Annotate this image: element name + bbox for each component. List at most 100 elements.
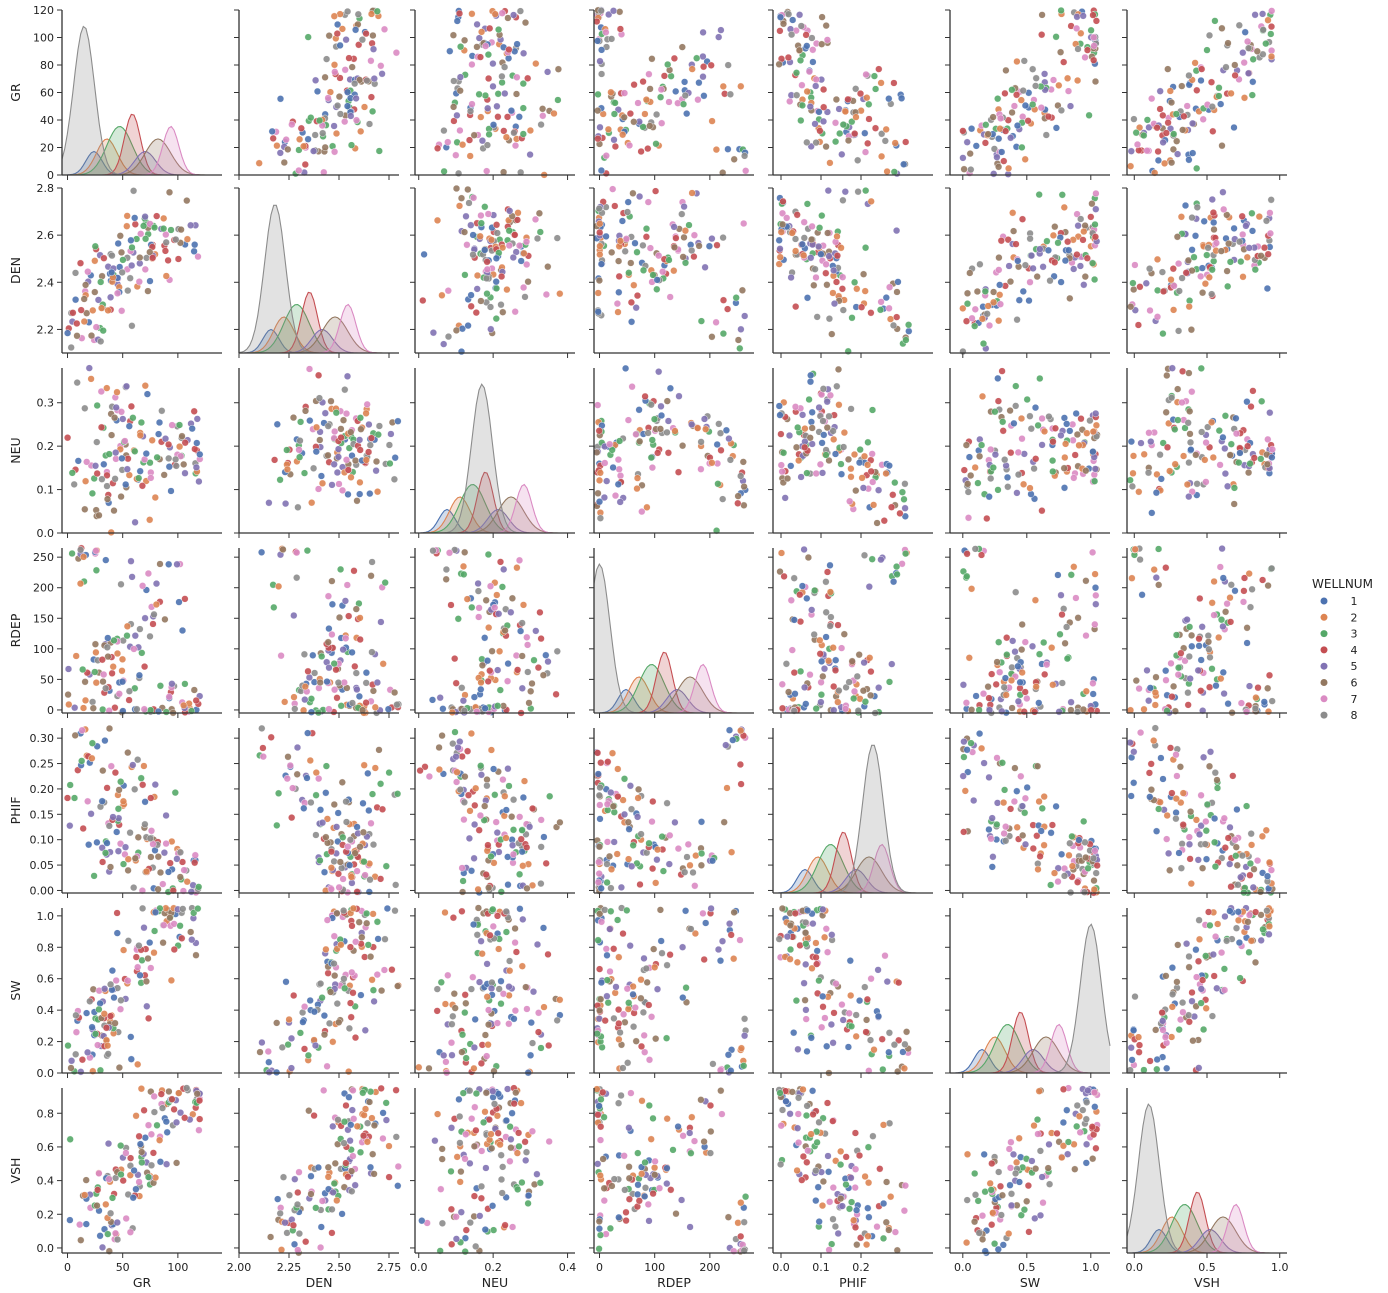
scatter-point-PHIF-VSH (1159, 775, 1167, 783)
scatter-point-SW-GR (139, 904, 147, 913)
scatter-point-DEN-PHIF (823, 281, 831, 289)
scatter-point-RDEP-DEN (355, 692, 364, 701)
scatter-point-GR-PHIF (797, 116, 805, 125)
scatter-point-SW-GR (104, 1050, 112, 1058)
scatter-point-PHIF-GR (154, 885, 162, 893)
scatter-point-DEN-RDEP (594, 289, 602, 297)
scatter-point-DEN-GR (150, 223, 159, 232)
scatter-point-NEU-VSH (1186, 407, 1194, 415)
scatter-point-SW-DEN (331, 971, 339, 980)
scatter-point-GR-DEN (344, 88, 352, 96)
scatter-point-NEU-VSH (1174, 416, 1182, 424)
scatter-point-RDEP-PHIF (778, 704, 787, 712)
scatter-point-DEN-SW (1051, 223, 1059, 231)
scatter-point-RDEP-NEU (451, 654, 459, 663)
scatter-point-NEU-VSH (1230, 484, 1239, 492)
scatter-point-PHIF-NEU (461, 772, 469, 781)
scatter-point-RDEP-GR (81, 678, 89, 686)
scatter-point-DEN-GR (183, 235, 192, 243)
scatter-point-RDEP-VSH (1231, 587, 1239, 595)
scatter-point-PHIF-GR (63, 794, 72, 802)
scatter-point-GR-DEN (312, 76, 320, 84)
scatter-point-NEU-RDEP (628, 383, 636, 391)
scatter-point-GR-SW (1017, 96, 1025, 104)
scatter-point-GR-RDEP (634, 99, 642, 107)
scatter-point-SW-GR (100, 1010, 108, 1018)
scatter-point-GR-VSH (1173, 137, 1181, 145)
scatter-point-RDEP-VSH (1151, 701, 1159, 709)
scatter-point-DEN-RDEP (622, 235, 631, 243)
scatter-point-DEN-GR (116, 232, 124, 240)
scatter-point-NEU-DEN (273, 420, 281, 428)
scatter-point-DEN-NEU (465, 199, 473, 207)
scatter-point-RDEP-DEN (377, 618, 385, 626)
scatter-point-DEN-RDEP (719, 234, 727, 242)
scatter-point-GR-RDEP (699, 73, 707, 81)
scatter-point-GR-VSH (1224, 39, 1232, 47)
scatter-point-NEU-SW (1006, 407, 1014, 415)
scatter-point-NEU-SW (987, 474, 995, 483)
scatter-point-NEU-GR (161, 435, 170, 443)
scatter-point-DEN-VSH (1127, 303, 1135, 311)
scatter-point-NEU-PHIF (806, 378, 815, 386)
scatter-point-NEU-VSH (1247, 403, 1255, 411)
scatter-point-NEU-SW (1070, 474, 1078, 482)
scatter-point-PHIF-DEN (375, 746, 383, 754)
scatter-point-RDEP-VSH (1220, 689, 1228, 698)
scatter-point-GR-DEN (320, 168, 328, 176)
scatter-point-PHIF-DEN (347, 873, 356, 881)
scatter-point-PHIF-SW (1013, 787, 1021, 795)
scatter-point-RDEP-DEN (324, 592, 333, 600)
scatter-point-PHIF-NEU (460, 815, 468, 824)
scatter-point-SW-GR (144, 954, 152, 963)
scatter-point-DEN-RDEP (659, 268, 667, 276)
scatter-point-DEN-RDEP (596, 228, 604, 237)
scatter-point-NEU-PHIF (831, 450, 840, 458)
scatter-point-GR-NEU (554, 65, 563, 73)
scatter-point-NEU-GR (98, 475, 106, 483)
scatter-point-GR-DEN (268, 127, 276, 135)
scatter-point-DEN-SW (996, 291, 1004, 299)
scatter-point-DEN-VSH (1243, 253, 1251, 261)
scatter-point-RDEP-GR (165, 560, 173, 568)
scatter-point-NEU-VSH (1230, 500, 1238, 508)
scatter-point-PHIF-SW (1017, 772, 1025, 780)
scatter-point-GR-SW (981, 139, 990, 147)
scatter-point-PHIF-NEU (546, 792, 554, 800)
scatter-point-DEN-NEU (492, 254, 501, 262)
scatter-point-DEN-VSH (1136, 283, 1144, 291)
scatter-point-RDEP-NEU (459, 697, 468, 705)
scatter-point-GR-SW (982, 121, 990, 129)
scatter-point-PHIF-VSH (1172, 815, 1180, 823)
scatter-point-RDEP-VSH (1186, 674, 1194, 683)
scatter-point-GR-RDEP (619, 131, 627, 139)
scatter-point-PHIF-DEN (342, 797, 350, 806)
scatter-point-GR-PHIF (808, 34, 816, 42)
scatter-point-NEU-PHIF (833, 382, 841, 390)
scatter-point-DEN-NEU (457, 348, 466, 356)
scatter-point-GR-VSH (1249, 55, 1257, 63)
scatter-point-GR-PHIF (831, 119, 840, 127)
scatter-point-NEU-DEN (321, 409, 329, 417)
scatter-point-PHIF-SW (1011, 764, 1019, 772)
scatter-point-DEN-RDEP (635, 192, 644, 201)
scatter-point-SW-DEN (347, 1013, 355, 1021)
scatter-point-DEN-GR (91, 257, 99, 265)
y-tick-label: 0.2 (37, 440, 55, 453)
scatter-point-DEN-GR (73, 319, 81, 328)
scatter-point-DEN-NEU (452, 184, 461, 193)
scatter-point-PHIF-RDEP (683, 853, 691, 861)
scatter-point-GR-RDEP (660, 72, 669, 80)
scatter-point-GR-DEN (288, 120, 296, 129)
scatter-point-NEU-VSH (1198, 428, 1206, 436)
scatter-point-SW-DEN (256, 1048, 264, 1056)
scatter-point-PHIF-SW (1029, 844, 1037, 853)
scatter-point-RDEP-VSH (1245, 569, 1253, 578)
scatter-point-GR-NEU (483, 141, 492, 149)
scatter-point-GR-RDEP (679, 100, 688, 108)
scatter-point-GR-RDEP (726, 90, 735, 98)
kde-fill-NEU-well-7 (415, 484, 575, 533)
scatter-point-RDEP-GR (89, 704, 97, 712)
scatter-point-RDEP-SW (1072, 594, 1080, 602)
scatter-point-DEN-RDEP (602, 232, 610, 241)
